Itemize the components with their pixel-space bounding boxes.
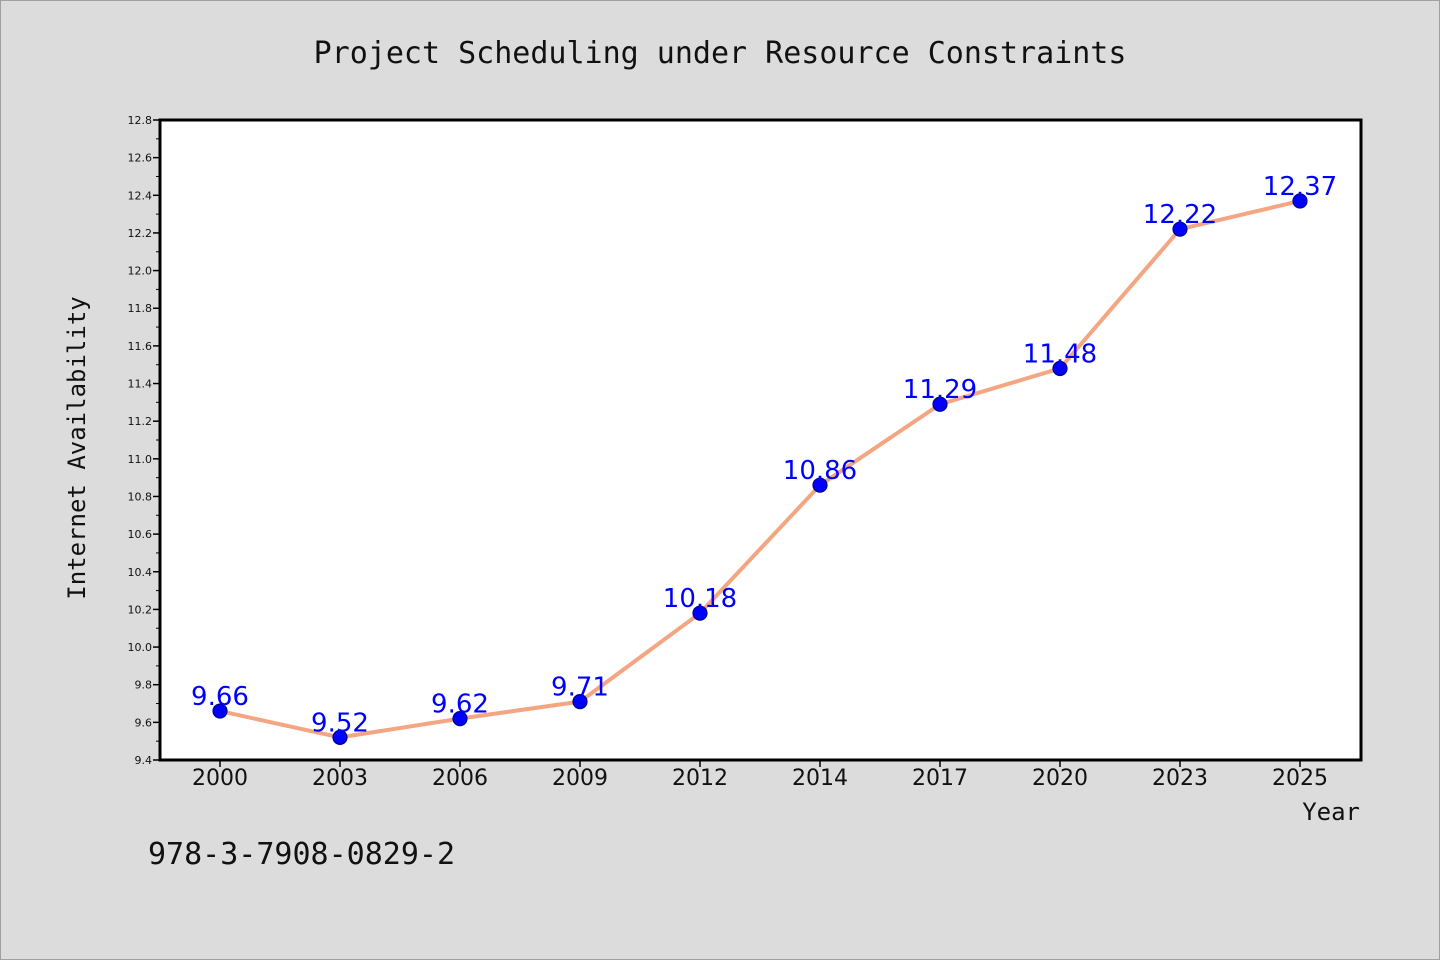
data-label: 12.37 xyxy=(1263,172,1337,202)
y-tick-label: 12.8 xyxy=(128,114,153,127)
y-tick-label: 11.8 xyxy=(128,302,153,315)
data-label: 12.22 xyxy=(1143,200,1217,230)
x-axis: 2000 2003 2006 2009 2012 2014 2017 2020 2023 2025 xyxy=(192,760,1328,791)
data-label: 11.29 xyxy=(903,375,977,405)
chart-title: Project Scheduling under Resource Constr… xyxy=(314,36,1127,71)
y-tick-label: 12.2 xyxy=(128,227,153,240)
x-axis-label: Year xyxy=(1302,798,1360,826)
y-tick-label: 11.4 xyxy=(128,378,153,391)
x-tick-label: 2012 xyxy=(672,766,728,791)
y-tick-label: 11.6 xyxy=(128,340,153,353)
y-tick-label: 9.4 xyxy=(135,754,153,767)
y-tick-label: 9.6 xyxy=(135,716,153,729)
y-axis-label: Internet Availability xyxy=(63,296,91,599)
data-labels: 9.66 9.52 9.62 9.71 10.18 10.86 11.29 11.48 12.2… xyxy=(191,172,1337,738)
data-point xyxy=(1052,360,1068,377)
y-tick-label: 11.0 xyxy=(128,453,153,466)
y-tick-label: 10.4 xyxy=(128,566,153,579)
y-tick-label: 11.2 xyxy=(128,415,153,428)
x-tick-label: 2000 xyxy=(192,766,248,791)
data-label: 9.71 xyxy=(551,673,609,703)
data-label: 10.18 xyxy=(663,584,737,614)
data-point xyxy=(932,396,948,412)
plot-border xyxy=(158,118,1363,762)
data-point xyxy=(692,605,708,621)
x-tick-label: 2025 xyxy=(1272,766,1328,791)
y-tick-label: 12.0 xyxy=(128,265,153,278)
data-point xyxy=(212,703,228,719)
x-tick-label: 2006 xyxy=(432,766,488,791)
x-tick-label: 2023 xyxy=(1152,766,1208,791)
plot-area xyxy=(160,120,1361,760)
y-tick-label: 12.4 xyxy=(128,189,153,202)
x-tick-label: 2017 xyxy=(912,766,968,791)
y-tick-label: 12.6 xyxy=(128,152,153,165)
y-tick-label: 9.8 xyxy=(135,679,153,692)
data-point xyxy=(332,729,348,746)
y-tick-label: 10.0 xyxy=(128,641,153,654)
y-tick-label: 10.8 xyxy=(128,490,153,503)
data-label: 11.48 xyxy=(1023,339,1097,369)
data-point xyxy=(1292,193,1308,209)
y-tick-label: 10.2 xyxy=(128,603,153,616)
data-point xyxy=(452,710,468,727)
y-tick-label: 10.6 xyxy=(128,528,153,541)
series-markers xyxy=(212,193,1308,746)
data-point xyxy=(812,477,828,493)
x-tick-label: 2020 xyxy=(1032,766,1088,791)
data-label: 9.62 xyxy=(431,690,489,720)
y-axis: 9.4 9.6 9.8 10.0 10.2 10.4 10.6 10.8 11.0 11.2 11.… xyxy=(128,114,160,767)
x-tick-label: 2009 xyxy=(552,766,608,791)
data-label: 9.66 xyxy=(191,682,249,712)
data-label: 9.52 xyxy=(311,708,369,738)
isbn-text: 978-3-7908-0829-2 xyxy=(148,837,455,872)
series-line xyxy=(219,198,1301,740)
x-tick-label: 2003 xyxy=(312,766,368,791)
data-label: 10.86 xyxy=(783,456,857,486)
x-tick-label: 2014 xyxy=(792,766,848,791)
data-point xyxy=(1172,221,1188,237)
data-point xyxy=(572,694,588,710)
